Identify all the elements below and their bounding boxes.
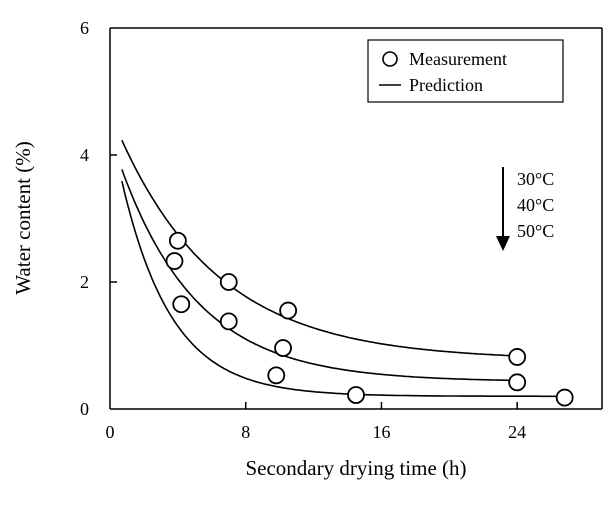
measurement-point (274, 339, 292, 357)
prediction-curve-50°C (121, 180, 565, 398)
measurement-point (168, 231, 187, 250)
temperature-annotation: 30°C 40°C 50°C (496, 167, 554, 251)
temperature-label-30: 30°C (517, 169, 554, 189)
legend: Measurement Prediction (367, 39, 564, 103)
y-axis-label: Water content (%) (11, 141, 35, 294)
x-tick-label: 8 (241, 422, 250, 442)
legend-prediction-label: Prediction (409, 75, 483, 95)
plot-frame (109, 27, 603, 410)
measurement-point (219, 273, 238, 291)
measurement-point (219, 312, 238, 331)
measurement-point (267, 366, 286, 385)
measurement-point (172, 295, 191, 314)
measurement-point (279, 301, 298, 320)
x-tick-label: 16 (372, 422, 390, 442)
legend-measurement-label: Measurement (409, 49, 507, 69)
measurement-point (508, 373, 527, 392)
x-axis-label: Secondary drying time (h) (245, 456, 466, 480)
measurement-point (508, 348, 527, 366)
measurement-point (165, 252, 184, 270)
prediction-curve-40°C (121, 169, 518, 382)
y-tick-label: 4 (80, 145, 89, 165)
measurement-point (347, 386, 365, 404)
measurement-points (165, 231, 574, 407)
x-tick-label: 0 (106, 422, 115, 442)
y-tick-label: 0 (80, 399, 89, 419)
x-tick-label: 24 (508, 422, 526, 442)
temperature-label-40: 40°C (517, 195, 554, 215)
down-arrow-icon (496, 236, 510, 251)
prediction-curve-30°C (121, 139, 518, 357)
legend-measurement-marker (382, 51, 398, 67)
prediction-curves (121, 139, 565, 398)
temperature-label-50: 50°C (517, 221, 554, 241)
measurement-point (555, 388, 574, 407)
y-tick-label: 6 (80, 18, 89, 38)
y-tick-label: 2 (80, 272, 89, 292)
legend-box (367, 39, 564, 103)
